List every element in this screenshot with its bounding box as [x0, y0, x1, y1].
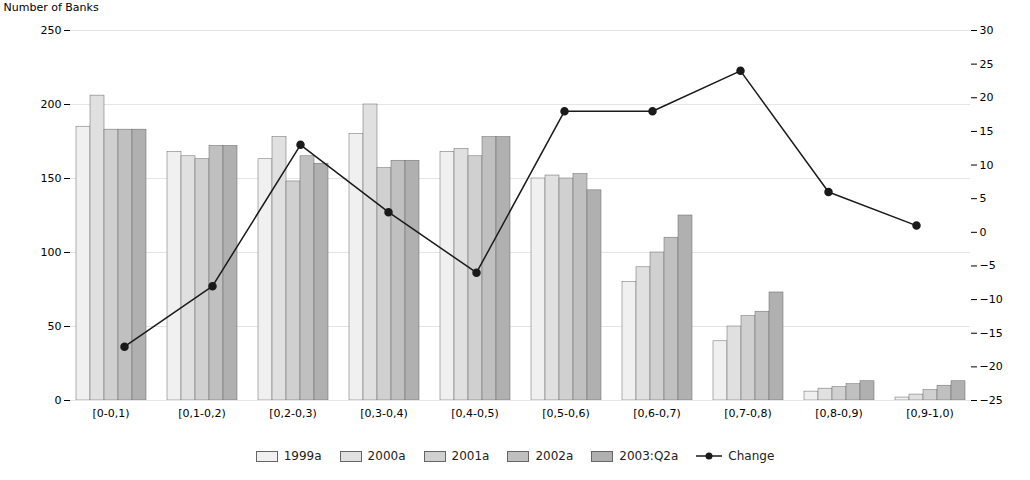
svg-text:[0,9-1,0): [0,9-1,0) [906, 407, 954, 420]
svg-text:−5: −5 [980, 259, 996, 272]
svg-text:[0,6-0,7): [0,6-0,7) [633, 407, 681, 420]
svg-text:150: 150 [41, 172, 62, 185]
svg-text:25: 25 [980, 58, 994, 71]
svg-text:15: 15 [980, 125, 994, 138]
svg-text:−10: −10 [980, 293, 1003, 306]
svg-text:0: 0 [980, 226, 987, 239]
html-text:2001a: 2001a [451, 449, 490, 463]
svg-text:[0,7-0,8): [0,7-0,8) [724, 407, 772, 420]
html-text:2000a: 2000a [367, 449, 406, 463]
svg-text:Number of Banks: Number of Banks [4, 1, 99, 14]
svg-text:[0,4-0,5): [0,4-0,5) [451, 407, 499, 420]
svg-text:5: 5 [980, 192, 987, 205]
svg-text:[0,5-0,6): [0,5-0,6) [542, 407, 590, 420]
svg-text:[0,1-0,2): [0,1-0,2) [178, 407, 226, 420]
svg-text:10: 10 [980, 159, 994, 172]
html-text:1999a: 1999a [283, 449, 322, 463]
html-text:Change: Change [728, 449, 775, 463]
svg-text:50: 50 [48, 320, 62, 333]
svg-text:−25: −25 [980, 394, 1003, 407]
svg-text:100: 100 [41, 246, 62, 259]
svg-text:−20: −20 [980, 360, 1003, 373]
svg-text:200: 200 [41, 98, 62, 111]
svg-text:−15: −15 [980, 327, 1003, 340]
html-text:2003:Q2a: 2003:Q2a [619, 449, 679, 463]
svg-text:30: 30 [980, 24, 994, 37]
svg-text:0: 0 [55, 394, 62, 407]
svg-text:[0,2-0,3): [0,2-0,3) [269, 407, 317, 420]
svg-text:[0,3-0,4): [0,3-0,4) [360, 407, 408, 420]
svg-text:[0,8-0,9): [0,8-0,9) [815, 407, 863, 420]
svg-text:250: 250 [41, 24, 62, 37]
svg-text:20: 20 [980, 91, 994, 104]
html-text:2002a: 2002a [535, 449, 574, 463]
svg-text:[0-0,1): [0-0,1) [92, 407, 129, 420]
